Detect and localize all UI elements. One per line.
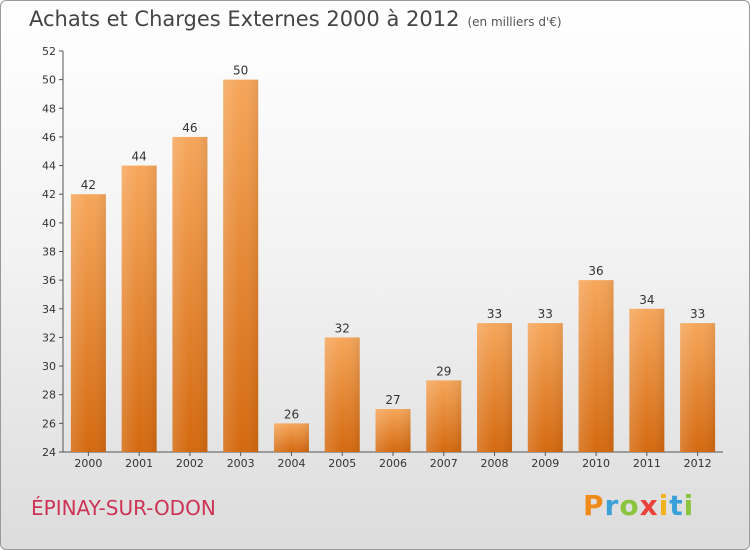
bar-shade [70,194,106,452]
x-tick-label: 2002 [176,457,204,470]
data-label: 27 [385,393,400,407]
chart-title: Achats et Charges Externes 2000 à 2012 (e… [29,7,562,31]
y-tick-label: 30 [42,360,56,373]
y-tick-label: 32 [42,331,56,344]
y-tick-label: 28 [42,389,56,402]
y-tick-label: 36 [42,274,56,287]
bar-shade [172,136,208,452]
x-tick-label: 2009 [531,457,559,470]
bar-shade [527,323,563,452]
axes-group: 24 26 28 30 32 34 36 38 40 42 44 46 48 50 52 2000 2001 20… [42,45,723,470]
bar-shade [324,337,360,452]
data-label: 42 [81,178,96,192]
x-tick-label: 2003 [227,457,255,470]
title-text: Achats et Charges Externes 2000 à 2012 [29,7,460,31]
x-tick-label: 2008 [481,457,509,470]
bar-shade [629,308,665,452]
data-label: 33 [690,307,705,321]
bar-shade [121,165,157,453]
y-tick-label: 50 [42,74,56,87]
y-tick-label: 44 [42,160,56,173]
y-tick-label: 48 [42,102,56,115]
data-label: 29 [436,364,451,378]
data-label: 36 [588,264,603,278]
bars-group: 42 44 46 50 26 32 27 29 33 33 36 34 33 [70,64,716,453]
bar-shade [375,409,411,452]
chart-subtitle: (en milliers d'€) [467,15,562,29]
city-name: ÉPINAY-SUR-ODON [31,496,216,520]
y-tick-label: 38 [42,246,56,259]
data-label: 33 [487,307,502,321]
y-tick-label: 46 [42,131,56,144]
data-label: 34 [639,293,654,307]
proxiti-logo: Proxiti [583,489,695,522]
y-tick-label: 40 [42,217,56,230]
x-tick-label: 2005 [328,457,356,470]
data-label: 44 [132,150,147,164]
bar-shade [273,423,309,452]
x-tick-label: 2004 [277,457,305,470]
data-label: 33 [538,307,553,321]
bar-shade [426,380,462,452]
x-tick-label: 2001 [125,457,153,470]
data-label: 46 [182,121,197,135]
x-tick-label: 2000 [74,457,102,470]
x-tick-label: 2010 [582,457,610,470]
bar-shade [477,323,513,452]
data-label: 32 [335,321,350,335]
data-label: 50 [233,64,248,78]
y-tick-label: 24 [42,446,56,459]
bar-shade [680,323,716,452]
bar-shade [223,79,259,453]
x-tick-label: 2007 [430,457,458,470]
y-tick-label: 26 [42,417,56,430]
x-tick-label: 2011 [633,457,661,470]
x-tick-label: 2012 [684,457,712,470]
y-tick-label: 52 [42,45,56,58]
x-tick-label: 2006 [379,457,407,470]
data-label: 26 [284,407,299,421]
y-tick-label: 34 [42,303,56,316]
y-tick-label: 42 [42,188,56,201]
bar-chart: 24 26 28 30 32 34 36 38 40 42 44 46 48 50 52 2000 2001 20… [42,45,723,470]
bar-shade [578,280,614,452]
